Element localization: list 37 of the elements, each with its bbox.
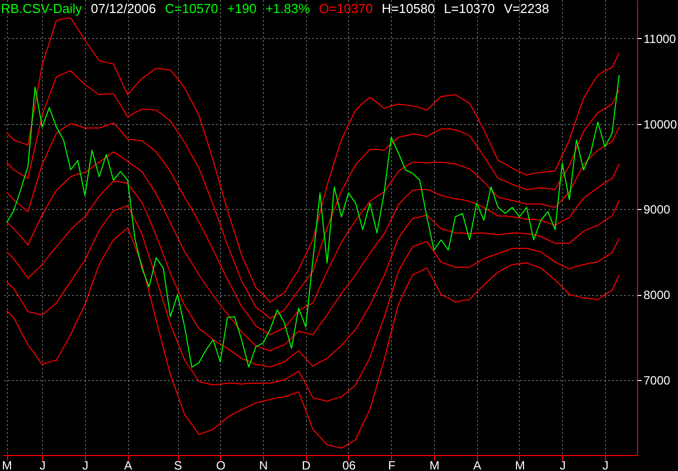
line-series — [6, 180, 620, 368]
chart-title: RB.CSV-Daily — [1, 1, 82, 16]
annotation: +1.83% — [265, 1, 310, 16]
x-tick-label: M — [514, 458, 525, 471]
x-tick-label: N — [259, 458, 268, 471]
line-series — [6, 205, 620, 402]
annotation: O=10370 — [318, 1, 373, 16]
line-series — [6, 227, 620, 449]
annotation: C=10570 — [165, 1, 218, 16]
y-tick-label: 8000 — [644, 288, 671, 302]
annotation: 07/12/2006 — [90, 1, 156, 16]
line-series — [6, 122, 620, 336]
line-series — [6, 74, 620, 368]
y-tick-label: 11000 — [644, 32, 676, 46]
x-tick-label: F — [388, 458, 396, 471]
x-tick-label: A — [473, 458, 482, 471]
x-tick-label: M — [429, 458, 440, 471]
line-series — [6, 17, 620, 303]
x-tick-label: S — [174, 458, 182, 471]
x-tick-label: 06 — [342, 458, 356, 471]
x-tick-label: A — [124, 458, 132, 471]
x-tick-label: O — [216, 458, 226, 471]
y-tick-label: 10000 — [644, 117, 678, 132]
x-tick-label: M — [2, 458, 12, 471]
x-tick-label: J — [40, 458, 46, 471]
x-tick-label: J — [560, 458, 566, 471]
line-series — [6, 70, 620, 319]
y-tick-label: 9000 — [644, 202, 671, 217]
x-tick-label: D — [302, 458, 311, 471]
x-tick-label: J — [602, 458, 608, 471]
annotation: V=2238 — [504, 1, 550, 16]
line-series — [6, 151, 620, 352]
annotation: +190 — [227, 1, 256, 16]
x-tick-label: J — [82, 458, 88, 471]
annotation: L=10370 — [444, 1, 495, 16]
annotation: H=10580 — [382, 1, 435, 16]
y-tick-label: 7000 — [644, 373, 671, 388]
